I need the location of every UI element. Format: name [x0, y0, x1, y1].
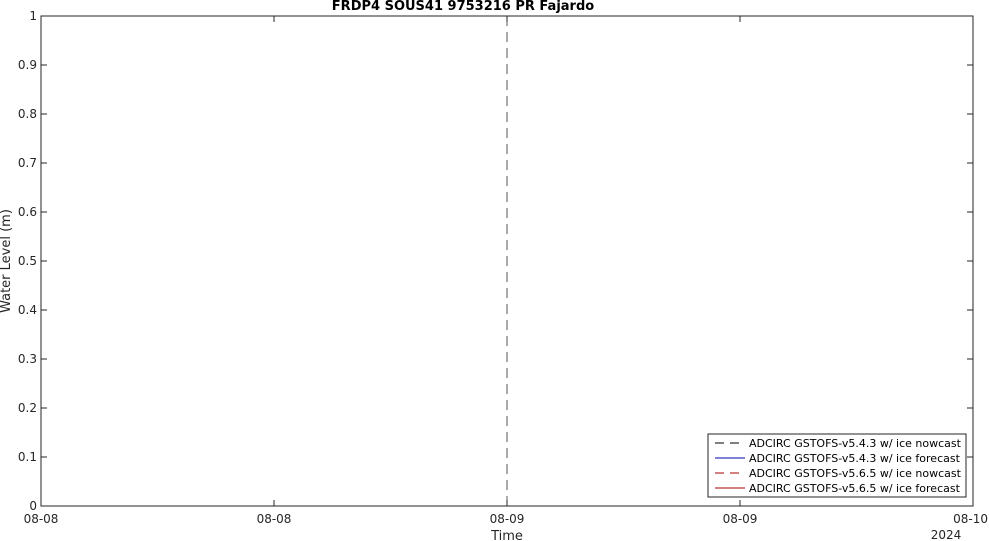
- y-tick-label: 0.5: [18, 254, 37, 268]
- legend-label: ADCIRC GSTOFS-v5.6.5 w/ ice forecast: [749, 482, 961, 495]
- legend-label: ADCIRC GSTOFS-v5.6.5 w/ ice nowcast: [749, 467, 962, 480]
- x-tick-label: 08-08: [257, 512, 292, 526]
- y-tick-label: 0: [29, 499, 37, 513]
- legend: ADCIRC GSTOFS-v5.4.3 w/ ice nowcast ADCIR…: [707, 433, 967, 498]
- x-tick-label: 08-09: [490, 512, 525, 526]
- x-axis-label: Time: [490, 529, 523, 541]
- y-tick-label: 0.7: [18, 156, 37, 170]
- y-tick-label: 1: [29, 9, 37, 23]
- chart-title: FRDP4 SOUS41 9753216 PR Fajardo: [332, 0, 594, 14]
- y-tick-label: 0.2: [18, 401, 37, 415]
- y-tick-label: 0.6: [18, 205, 37, 219]
- x-tick-label: 08-09: [723, 512, 758, 526]
- x-axis: 08-08 08-08 08-09 08-09 08-10: [24, 16, 988, 526]
- plot-area: [40, 15, 974, 507]
- x-axis-year-label: 2024: [931, 528, 962, 541]
- y-tick-label: 0.1: [18, 450, 37, 464]
- legend-label: ADCIRC GSTOFS-v5.4.3 w/ ice forecast: [749, 452, 961, 465]
- legend-box: [707, 433, 967, 498]
- x-tick-label: 08-10: [953, 512, 988, 526]
- y-axis-label: Water Level (m): [0, 209, 14, 313]
- legend-label: ADCIRC GSTOFS-v5.4.3 w/ ice nowcast: [749, 437, 962, 450]
- y-tick-label: 0.4: [18, 303, 37, 317]
- y-tick-label: 0.3: [18, 352, 37, 366]
- x-tick-label: 08-08: [24, 512, 59, 526]
- y-axis: 0 0.1 0.2 0.3 0.4 0.5 0.6 0.7 0.8 0.9 1: [18, 9, 973, 513]
- y-tick-label: 0.8: [18, 107, 37, 121]
- y-tick-label: 0.9: [18, 58, 37, 72]
